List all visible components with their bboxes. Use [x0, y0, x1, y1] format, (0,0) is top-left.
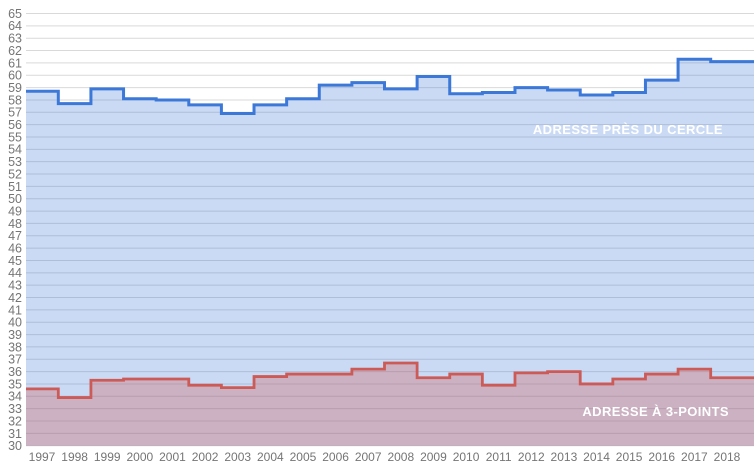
y-axis-tick-label: 49	[8, 204, 22, 218]
y-axis-tick-label: 46	[8, 242, 22, 256]
x-axis-tick-label: 1997	[29, 450, 56, 464]
line-near-rim	[26, 57, 754, 116]
y-axis-tick-label: 45	[8, 254, 22, 268]
y-axis-tick-label: 32	[8, 414, 22, 428]
y-axis-tick-label: 42	[8, 291, 22, 305]
x-axis-tick-label: 2003	[224, 450, 251, 464]
y-axis-tick-label: 31	[8, 427, 22, 441]
y-axis-tick-label: 54	[8, 143, 22, 157]
y-axis-tick-label: 30	[8, 439, 22, 453]
y-axis-tick-label: 60	[8, 69, 22, 83]
x-axis-tick-label: 2014	[583, 450, 610, 464]
x-axis-tick-label: 2008	[387, 450, 414, 464]
y-axis-tick-label: 52	[8, 167, 22, 181]
area-3-points	[26, 362, 754, 446]
y-axis-tick-label: 35	[8, 377, 22, 391]
y-axis-tick-label: 63	[8, 32, 22, 46]
line-3-points	[26, 361, 754, 399]
y-axis-tick-label: 41	[8, 303, 22, 317]
x-axis-tick-label: 2012	[518, 450, 545, 464]
y-axis-tick-label: 53	[8, 155, 22, 169]
x-axis-tick-label: 2002	[192, 450, 219, 464]
x-axis-tick-label: 2018	[714, 450, 741, 464]
y-axis-tick-label: 57	[8, 106, 22, 120]
y-axis-tick-label: 50	[8, 192, 22, 206]
x-axis-tick-label: 2001	[159, 450, 186, 464]
y-axis-tick-label: 56	[8, 118, 22, 132]
x-axis-tick-label: 2007	[355, 450, 382, 464]
y-axis-tick-label: 44	[8, 266, 22, 280]
y-axis-tick-label: 43	[8, 279, 22, 293]
area-near-rim	[26, 59, 754, 446]
y-axis-tick-label: 55	[8, 130, 22, 144]
y-axis-tick-label: 51	[8, 180, 22, 194]
y-axis-tick-label: 47	[8, 229, 22, 243]
series-label-near-rim: ADRESSE PRÈS DU CERCLE	[532, 122, 723, 137]
x-axis-tick-label: 1999	[94, 450, 121, 464]
x-axis-tick-label: 2011	[486, 450, 512, 464]
y-axis-tick-label: 59	[8, 81, 22, 95]
x-axis-tick-label: 2004	[257, 450, 284, 464]
y-axis-tick-label: 61	[8, 56, 22, 70]
y-axis-tick-label: 65	[8, 7, 22, 21]
x-axis-tick-label: 1998	[61, 450, 88, 464]
y-axis-tick-label: 62	[8, 44, 22, 58]
x-axis-tick-label: 2006	[322, 450, 349, 464]
y-axis-tick-label: 38	[8, 340, 22, 354]
y-axis-tick-label: 33	[8, 402, 22, 416]
y-axis-tick-label: 39	[8, 328, 22, 342]
x-axis-tick-label: 2017	[681, 450, 708, 464]
x-axis-tick-label: 2005	[290, 450, 317, 464]
y-axis-tick-label: 58	[8, 93, 22, 107]
x-axis-tick-label: 2010	[453, 450, 480, 464]
x-axis-tick-label: 2015	[616, 450, 643, 464]
x-axis-tick-label: 2013	[551, 450, 578, 464]
y-axis-tick-label: 36	[8, 365, 22, 379]
x-axis-tick-label: 2009	[420, 450, 447, 464]
y-axis-tick-label: 34	[8, 390, 22, 404]
y-axis-tick-label: 37	[8, 353, 22, 367]
series-label-3-points: ADRESSE À 3-POINTS	[582, 404, 729, 419]
y-axis-tick-label: 64	[8, 19, 22, 33]
x-axis-tick-label: 2016	[648, 450, 675, 464]
y-axis-tick-label: 48	[8, 217, 22, 231]
y-axis-tick-label: 40	[8, 316, 22, 330]
x-axis-tick-label: 2000	[127, 450, 154, 464]
